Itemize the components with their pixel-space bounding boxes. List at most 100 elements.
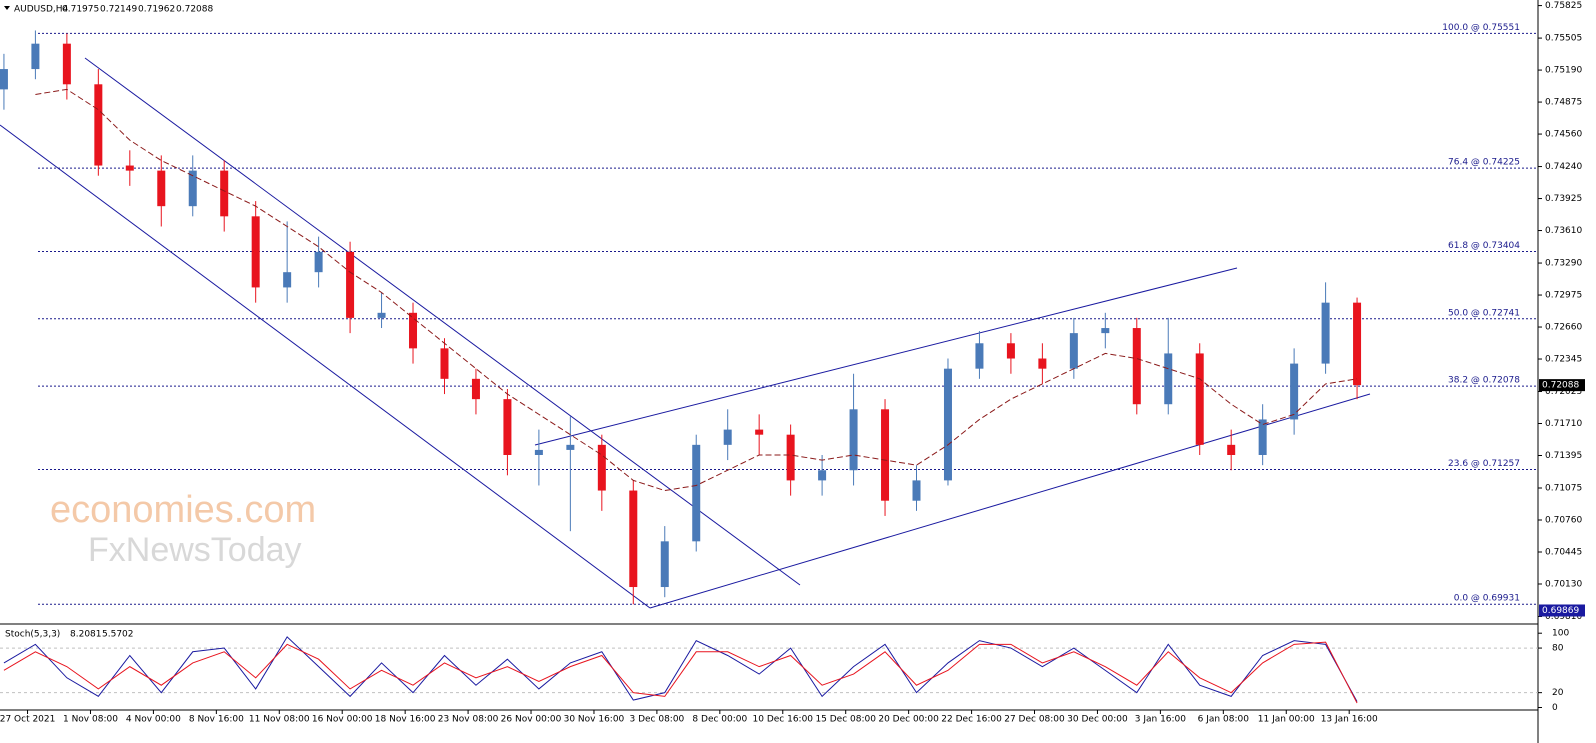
x-tick-label: 11 Jan 00:00 [1258,715,1315,725]
stoch-value: 5.5702 [102,630,134,640]
y-tick-label: 0.71395 [1545,451,1582,461]
x-tick-label: 23 Nov 08:00 [438,715,499,725]
candle-body [251,216,260,288]
y-tick-label: 0.75190 [1545,66,1582,76]
y-tick-label: 0.73925 [1545,194,1582,204]
channel-line [534,267,1238,446]
y-tick-label: 0.75505 [1545,34,1582,44]
x-tick-label: 27 Oct 2021 [0,715,55,725]
y-tick-label: 0.73610 [1545,226,1582,236]
fib-label: 0.0 @ 0.69931 [1454,594,1520,604]
y-tick-label: 0.70760 [1545,516,1582,526]
candle-body [283,272,292,288]
x-tick-label: 13 Jan 16:00 [1321,715,1378,725]
x-tick-label: 15 Dec 08:00 [815,715,876,725]
candle-body [1290,363,1299,420]
candle-body [849,409,858,471]
y-tick-label: 0.70130 [1545,579,1582,589]
candle-body [1195,353,1204,445]
candle-body [1164,353,1173,405]
price-marker [1539,604,1585,617]
candle-body [409,312,418,349]
y-tick-label: 0.72660 [1545,323,1582,333]
x-tick-label: 4 Nov 00:00 [126,715,181,725]
candle-body [692,444,701,542]
stoch-tick-label: 80 [1552,644,1564,654]
y-tick-label: 0.72025 [1545,387,1582,397]
y-tick-label: 0.74240 [1545,162,1582,172]
moving-average [35,88,1358,492]
stoch-tick-label: 20 [1552,688,1564,698]
candle-body [943,368,952,481]
y-tick-label: 0.72975 [1545,291,1582,301]
candle-body [1006,343,1015,359]
stoch-line [3,641,1358,704]
candle-body [723,429,732,445]
fib-label: 61.8 @ 0.73404 [1448,241,1520,251]
stoch-value: 8.2081 [70,630,102,640]
candle-body [660,541,669,588]
candle-body [157,170,166,207]
x-tick-label: 27 Dec 08:00 [1004,715,1065,725]
fib-label: 23.6 @ 0.71257 [1448,459,1520,469]
candle-body [566,444,575,450]
candle-body [0,69,8,90]
stoch-label: Stoch(5,3,3) [5,630,60,640]
fib-label: 100.0 @ 0.75551 [1442,23,1520,33]
candle-body [125,165,134,171]
stoch-tick-label: 100 [1552,629,1569,639]
candle-body [597,444,606,491]
y-tick-label: 0.71075 [1545,484,1582,494]
y-tick-label: 0.74875 [1545,98,1582,108]
fib-label: 50.0 @ 0.72741 [1448,308,1520,318]
fib-label: 38.2 @ 0.72078 [1448,376,1520,386]
x-tick-label: 20 Dec 00:00 [878,715,939,725]
candle-body [220,170,229,217]
stoch-tick-label: 0 [1552,703,1558,713]
x-tick-label: 1 Nov 08:00 [63,715,118,725]
x-tick-label: 3 Jan 16:00 [1135,715,1187,725]
candle-body [377,312,386,318]
channel-line [84,57,801,586]
trend-lines [0,57,1371,609]
candle-body [818,470,827,481]
candle-body [188,170,197,207]
header-value: 0.72088 [176,5,213,15]
candle-body [1353,302,1362,386]
fib-label: 76.4 @ 0.74225 [1448,158,1520,168]
candle-body [786,434,795,481]
candle-body [1321,302,1330,364]
candle-body [31,43,40,70]
y-tick-label: 0.69810 [1545,612,1582,622]
candle-body [62,43,71,85]
y-tick-label: 0.75825 [1545,1,1582,11]
x-tick-label: 8 Nov 16:00 [189,715,244,725]
menu-icon [4,6,10,10]
candle-body [912,480,921,501]
candle-body [1101,328,1110,334]
symbol-title: AUDUSD,H4 [14,5,69,15]
channel-line [0,124,651,609]
candle-body [629,490,638,588]
price-marker [1539,379,1585,392]
stoch-line [3,636,1358,702]
candle-body [975,343,984,369]
candle-body [471,378,480,400]
x-tick-label: 11 Nov 08:00 [249,715,310,725]
header-value: 0.72149 [100,5,137,15]
watermark: economies.com [50,489,316,531]
candle-body [440,348,449,379]
header-value: 0.71962 [138,5,175,15]
x-tick-label: 30 Nov 16:00 [564,715,625,725]
x-tick-label: 3 Dec 08:00 [629,715,684,725]
candle-body [314,251,323,273]
candle-body [1069,333,1078,369]
channel-line [649,393,1371,609]
candle-body [1227,444,1236,455]
y-tick-label: 0.71710 [1545,419,1582,429]
x-tick-label: 26 Nov 00:00 [501,715,562,725]
candle-body [346,251,355,318]
candle-body [1132,328,1141,405]
x-tick-label: 16 Nov 00:00 [312,715,373,725]
